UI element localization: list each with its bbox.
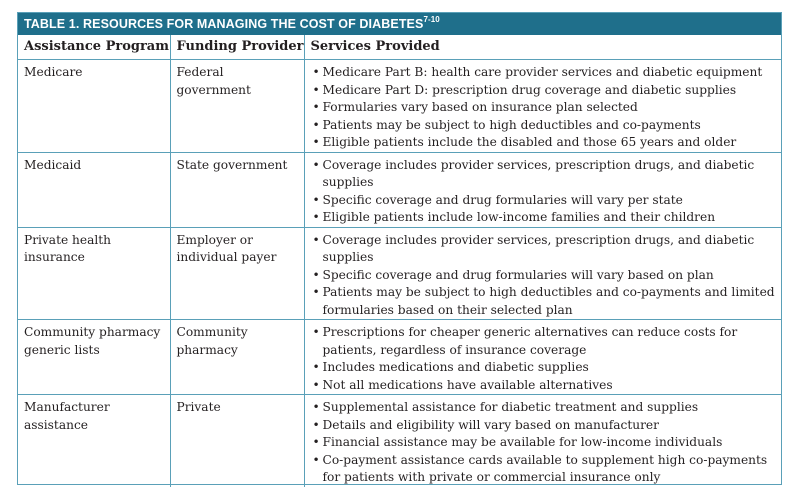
header-funding-provider: Funding Provider (169, 35, 304, 60)
cell-assistance-program: Manufacturer assistance (18, 394, 170, 487)
service-item: Eligible patients include low-income fam… (311, 209, 778, 227)
header-row: Assistance Program Funding Provider Serv… (18, 35, 781, 60)
cell-funding-provider: Private (169, 394, 304, 487)
service-item: Specific coverage and drug formularies w… (311, 192, 778, 210)
services-list: Medicare Part B: health care provider se… (311, 64, 778, 152)
table-title-text: TABLE 1. RESOURCES FOR MANAGING THE COST… (24, 17, 424, 31)
service-item: Patients may be subject to high deductib… (311, 284, 778, 319)
service-item: Co-payment assistance cards available to… (311, 452, 778, 487)
cell-assistance-program: Medicaid (18, 151, 170, 227)
service-item: Includes medications and diabetic suppli… (311, 359, 778, 377)
table-row: Community pharmacy generic lists Communit… (18, 319, 781, 395)
cell-services-provided: Supplemental assistance for diabetic tre… (303, 394, 781, 487)
table-row: Private health insurance Employer or indi… (18, 226, 781, 320)
service-item: Prescriptions for cheaper generic altern… (311, 324, 778, 359)
cell-assistance-program: Private health insurance (18, 226, 170, 320)
service-item: Financial assistance may be available fo… (311, 434, 778, 452)
header-services-provided: Services Provided (303, 35, 781, 60)
table-title: TABLE 1. RESOURCES FOR MANAGING THE COST… (18, 13, 781, 35)
header-assistance-program: Assistance Program (18, 35, 170, 60)
services-list: Coverage includes provider services, pre… (311, 157, 778, 227)
cell-services-provided: Prescriptions for cheaper generic altern… (303, 319, 781, 395)
service-item: Supplemental assistance for diabetic tre… (311, 399, 778, 417)
service-item: Medicare Part B: health care provider se… (311, 64, 778, 82)
service-item: Coverage includes provider services, pre… (311, 157, 778, 192)
service-item: Patients may be subject to high deductib… (311, 117, 778, 135)
cell-assistance-program: Medicare (24, 65, 83, 79)
resources-grid: Assistance Program Funding Provider Serv… (18, 35, 781, 487)
cell-funding-provider: State government (169, 151, 304, 227)
cell-services-provided: Medicare Part B: health care provider se… (303, 59, 781, 152)
service-item: Formularies vary based on insurance plan… (311, 99, 778, 117)
services-list: Coverage includes provider services, pre… (311, 232, 778, 320)
cell-services-provided: Coverage includes provider services, pre… (303, 151, 781, 227)
service-item: Medicare Part D: prescription drug cover… (311, 82, 778, 100)
cell-funding-provider: Federal government (169, 59, 304, 152)
cell-funding-provider: Employer or individual payer (169, 226, 304, 320)
services-list: Supplemental assistance for diabetic tre… (311, 399, 778, 487)
service-item: Details and eligibility will vary based … (311, 417, 778, 435)
services-list: Prescriptions for cheaper generic altern… (311, 324, 778, 394)
resources-table: TABLE 1. RESOURCES FOR MANAGING THE COST… (17, 12, 782, 487)
service-item: Eligible patients include the disabled a… (311, 134, 778, 152)
cell-assistance-program: Community pharmacy generic lists (18, 319, 170, 395)
table-row: Medicare Federal government Medicare Part … (18, 59, 781, 152)
service-item: Specific coverage and drug formularies w… (311, 267, 778, 285)
cell-funding-provider: Community pharmacy (169, 319, 304, 395)
table-title-reference: 7-10 (423, 14, 440, 24)
table-body: Medicare Federal government Medicare Part … (18, 59, 781, 487)
service-item: Coverage includes provider services, pre… (311, 232, 778, 267)
service-item: Not all medications have available alter… (311, 377, 778, 395)
cell-services-provided: Coverage includes provider services, pre… (303, 226, 781, 320)
